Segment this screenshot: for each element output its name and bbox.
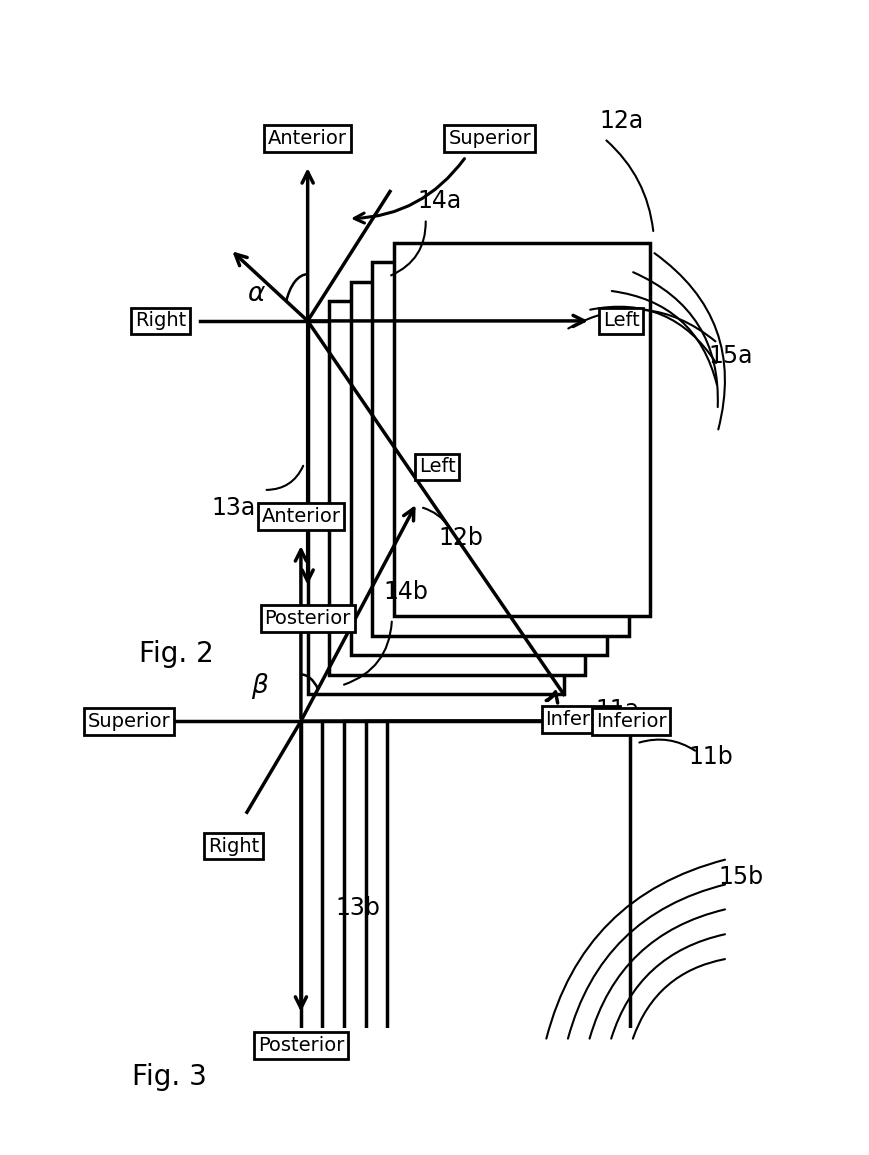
Text: Anterior: Anterior bbox=[261, 507, 340, 526]
Text: 15b: 15b bbox=[718, 865, 763, 888]
Text: 11b: 11b bbox=[687, 745, 733, 769]
Polygon shape bbox=[328, 301, 585, 675]
Text: 14b: 14b bbox=[382, 580, 428, 604]
Text: Superior: Superior bbox=[88, 711, 170, 731]
Text: Anterior: Anterior bbox=[268, 129, 347, 148]
Text: 15a: 15a bbox=[708, 344, 753, 368]
Polygon shape bbox=[387, 721, 629, 1050]
Text: Posterior: Posterior bbox=[264, 610, 350, 628]
Text: 11a: 11a bbox=[595, 699, 639, 722]
Text: Right: Right bbox=[208, 836, 259, 856]
Text: Inferior: Inferior bbox=[595, 711, 666, 731]
Polygon shape bbox=[301, 721, 543, 1050]
Polygon shape bbox=[350, 282, 607, 655]
Text: α: α bbox=[248, 281, 265, 307]
Text: Fig. 3: Fig. 3 bbox=[132, 1063, 207, 1090]
Polygon shape bbox=[322, 721, 565, 1050]
Text: Posterior: Posterior bbox=[257, 1036, 344, 1056]
Text: Inferior: Inferior bbox=[545, 710, 615, 729]
Text: 14a: 14a bbox=[416, 189, 461, 213]
Text: Left: Left bbox=[602, 312, 639, 330]
Polygon shape bbox=[308, 321, 563, 694]
Text: 13b: 13b bbox=[335, 896, 381, 919]
Text: Fig. 2: Fig. 2 bbox=[139, 640, 213, 669]
Text: 12b: 12b bbox=[438, 527, 482, 550]
Polygon shape bbox=[365, 721, 607, 1050]
Text: 12a: 12a bbox=[599, 109, 642, 133]
Polygon shape bbox=[372, 262, 628, 635]
Text: Right: Right bbox=[135, 312, 186, 330]
Text: 13a: 13a bbox=[211, 495, 255, 520]
Text: β: β bbox=[250, 672, 268, 699]
Polygon shape bbox=[343, 721, 586, 1050]
Text: Superior: Superior bbox=[448, 129, 530, 148]
Polygon shape bbox=[394, 243, 649, 616]
Text: Left: Left bbox=[418, 457, 455, 477]
